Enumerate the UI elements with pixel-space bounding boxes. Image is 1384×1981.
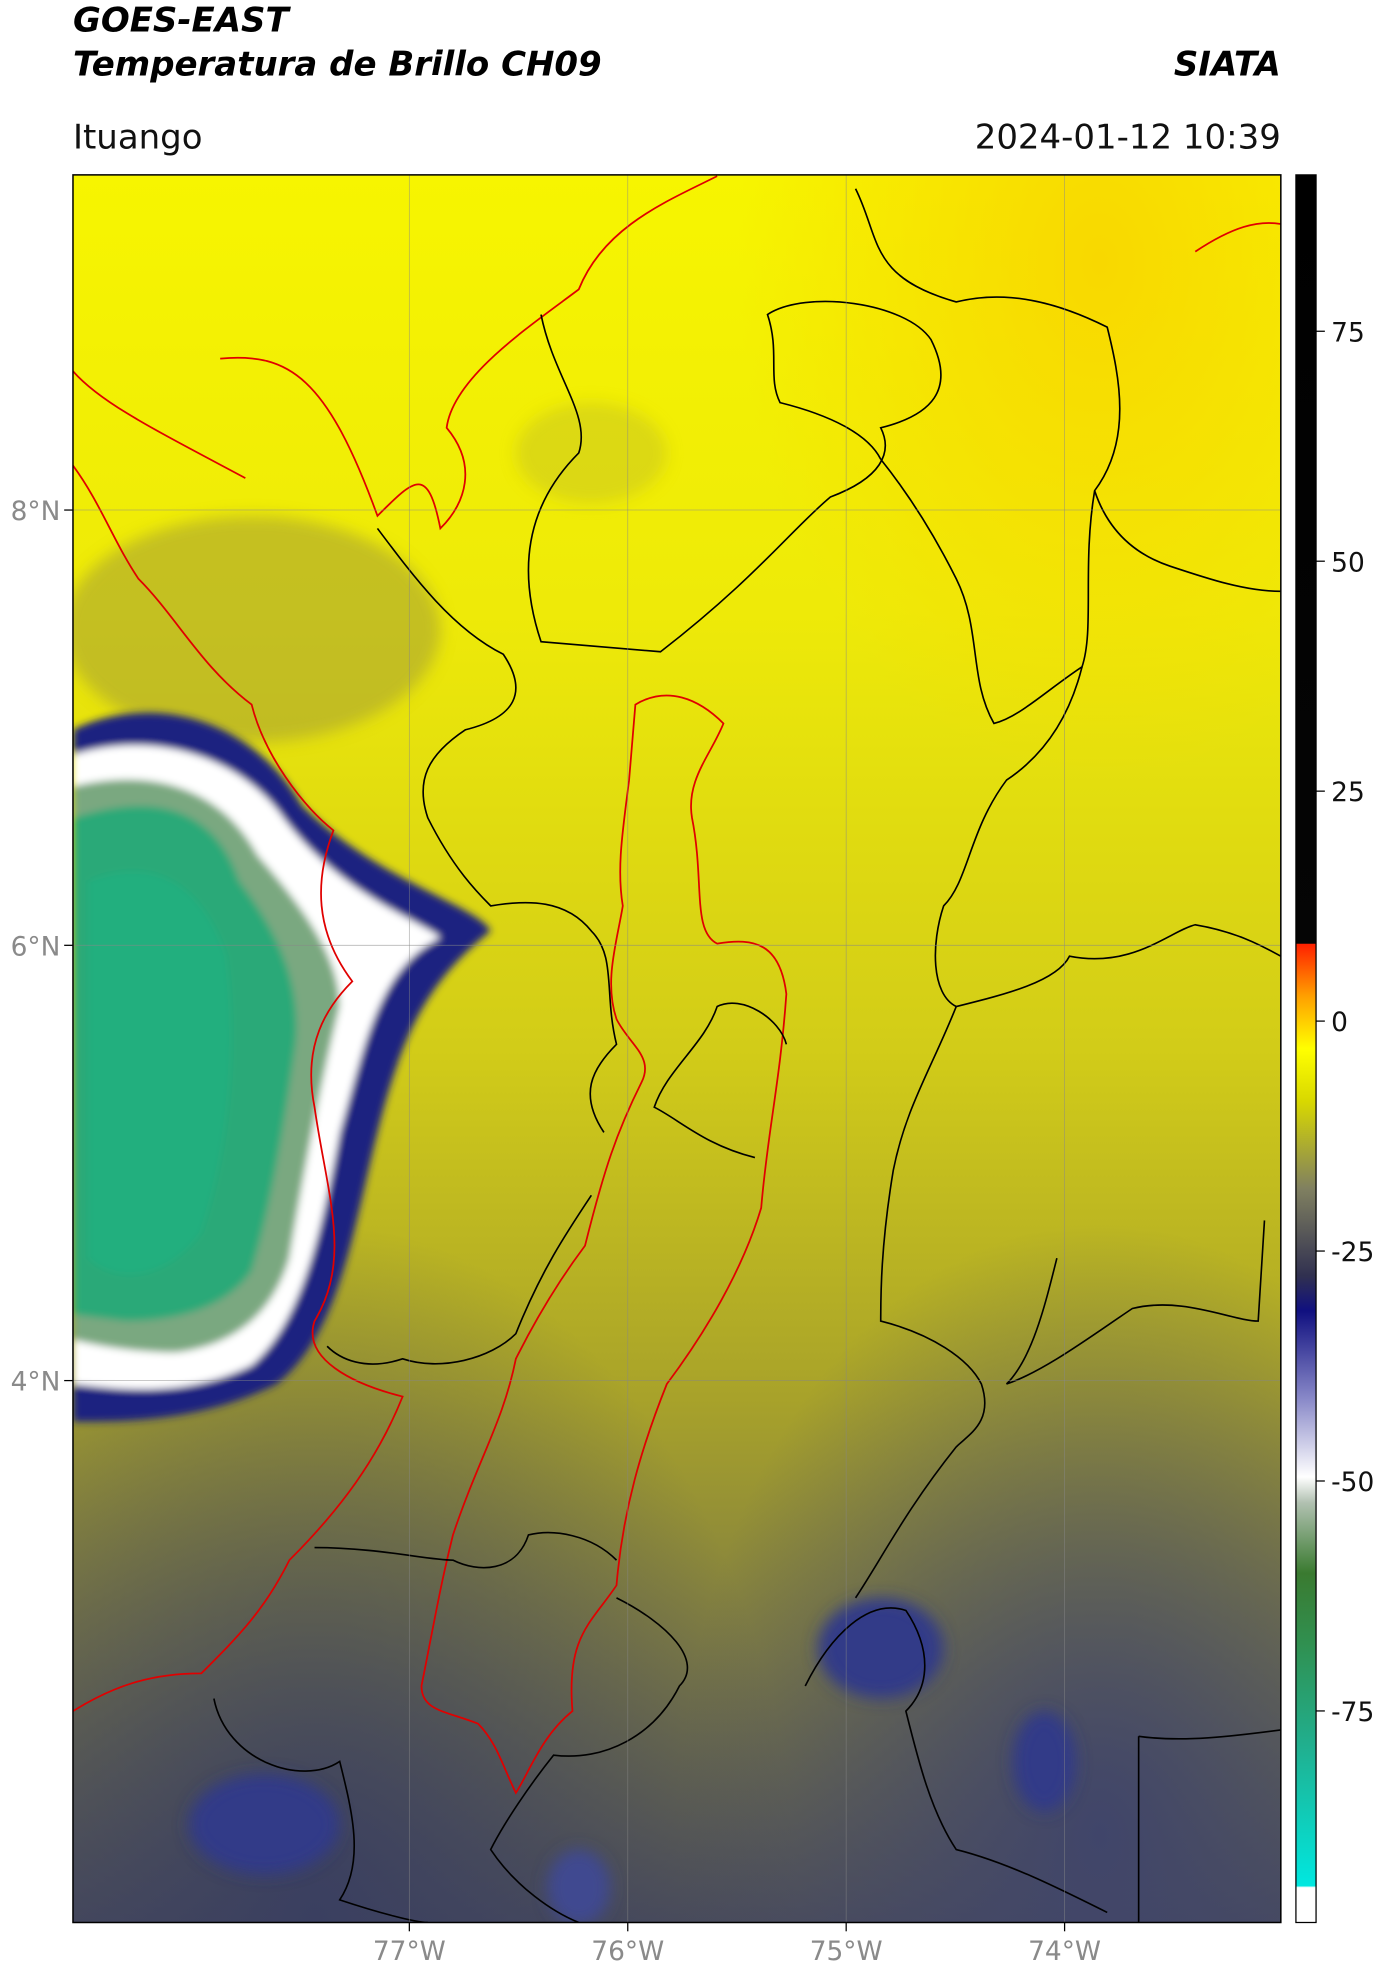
satellite-image: [72, 174, 1281, 1923]
colorbar-tick-label: -50: [1331, 1467, 1374, 1498]
x-tick-label: 76°W: [591, 1936, 664, 1967]
colorbar-tick-label: 25: [1331, 777, 1365, 808]
agency-label: SIATA: [1174, 44, 1281, 84]
colorbar-tick-label: -25: [1331, 1237, 1374, 1268]
y-tick-label: 8°N: [11, 496, 61, 527]
colorbar: [1295, 174, 1317, 1924]
x-tick-label: 75°W: [810, 1936, 883, 1967]
location-label: Ituango: [73, 117, 203, 157]
x-tick-label: 74°W: [1028, 1936, 1101, 1967]
colorbar-tick-label: 0: [1331, 1007, 1348, 1038]
grid: [72, 174, 1281, 1923]
product-title: Temperatura de Brillo CH09: [73, 44, 602, 84]
map-frame: [72, 174, 1282, 1924]
y-tick-label: 6°N: [11, 931, 61, 962]
y-tick-label: 4°N: [11, 1367, 61, 1398]
x-tick-label: 77°W: [373, 1936, 446, 1967]
colorbar-tick-label: 75: [1331, 317, 1365, 348]
datetime-label: 2024-01-12 10:39: [975, 117, 1281, 157]
satellite-title: GOES-EAST: [73, 0, 291, 40]
colorbar-tick-label: 50: [1331, 547, 1365, 578]
colorbar-tick-label: -75: [1331, 1697, 1374, 1728]
